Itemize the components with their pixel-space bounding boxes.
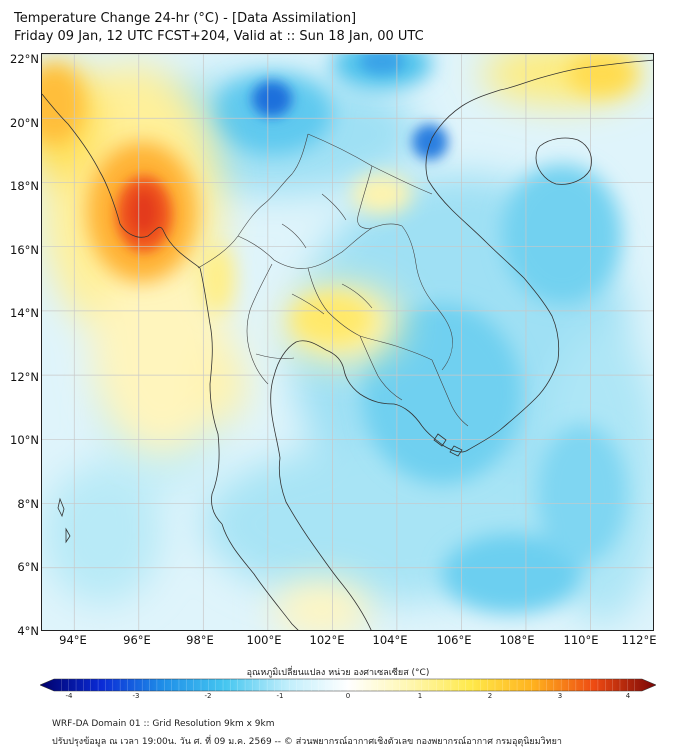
- colorbar-tick-2: 2: [487, 692, 493, 700]
- lon-label-102e: 102°E: [309, 633, 345, 647]
- lat-label-4n: 4°N: [17, 624, 39, 638]
- lon-label-96e: 96°E: [123, 633, 151, 647]
- lat-label-18n: 18°N: [10, 179, 39, 193]
- lat-label-12n: 12°N: [10, 370, 39, 384]
- lat-label-14n: 14°N: [10, 306, 39, 320]
- colorbar: [40, 678, 656, 692]
- temperature-field: [42, 54, 653, 630]
- colorbar-ramp: [40, 678, 656, 692]
- lon-label-112e: 112°E: [621, 633, 657, 647]
- lat-label-8n: 8°N: [17, 497, 39, 511]
- model-info: WRF-DA Domain 01 :: Grid Resolution 9km …: [52, 719, 275, 729]
- colorbar-tick-m2: -2: [204, 692, 212, 700]
- map-canvas: [42, 54, 653, 630]
- colorbar-title: อุณหภูมิเปลี่ยนแปลง หน่วย องศาเซลเซียส (…: [246, 668, 430, 678]
- lon-label-100e: 100°E: [246, 633, 282, 647]
- colorbar-tick-4: 4: [625, 692, 631, 700]
- colorbar-tick-m4: -4: [65, 692, 73, 700]
- lat-label-6n: 6°N: [17, 560, 39, 574]
- coastlines-and-borders: [42, 59, 653, 630]
- colorbar-tick-3: 3: [557, 692, 563, 700]
- lat-label-16n: 16°N: [10, 243, 39, 257]
- lon-label-104e: 104°E: [372, 633, 408, 647]
- map-subtitle: Friday 09 Jan, 12 UTC FCST+204, Valid at…: [14, 29, 424, 44]
- country-borders: [197, 133, 469, 427]
- lon-label-98e: 98°E: [186, 633, 214, 647]
- colorbar-tick-0: 0: [345, 692, 351, 700]
- credit-line: ปรับปรุงข้อมูล ณ เวลา 19:00น. วัน ศ. ที่…: [52, 737, 562, 747]
- colorbar-tick-m1: -1: [276, 692, 284, 700]
- lon-label-108e: 108°E: [499, 633, 535, 647]
- lat-label-22n: 22°N: [10, 52, 39, 66]
- map-title: Temperature Change 24-hr (°C) - [Data As…: [14, 11, 357, 26]
- temperature-change-map: [41, 53, 654, 631]
- lon-label-106e: 106°E: [436, 633, 472, 647]
- colorbar-tick-1: 1: [417, 692, 423, 700]
- colorbar-tick-m3: -3: [132, 692, 140, 700]
- lon-label-110e: 110°E: [563, 633, 599, 647]
- lat-label-20n: 20°N: [10, 116, 39, 130]
- lon-label-94e: 94°E: [59, 633, 87, 647]
- graticule: [42, 54, 653, 630]
- lat-label-10n: 10°N: [10, 433, 39, 447]
